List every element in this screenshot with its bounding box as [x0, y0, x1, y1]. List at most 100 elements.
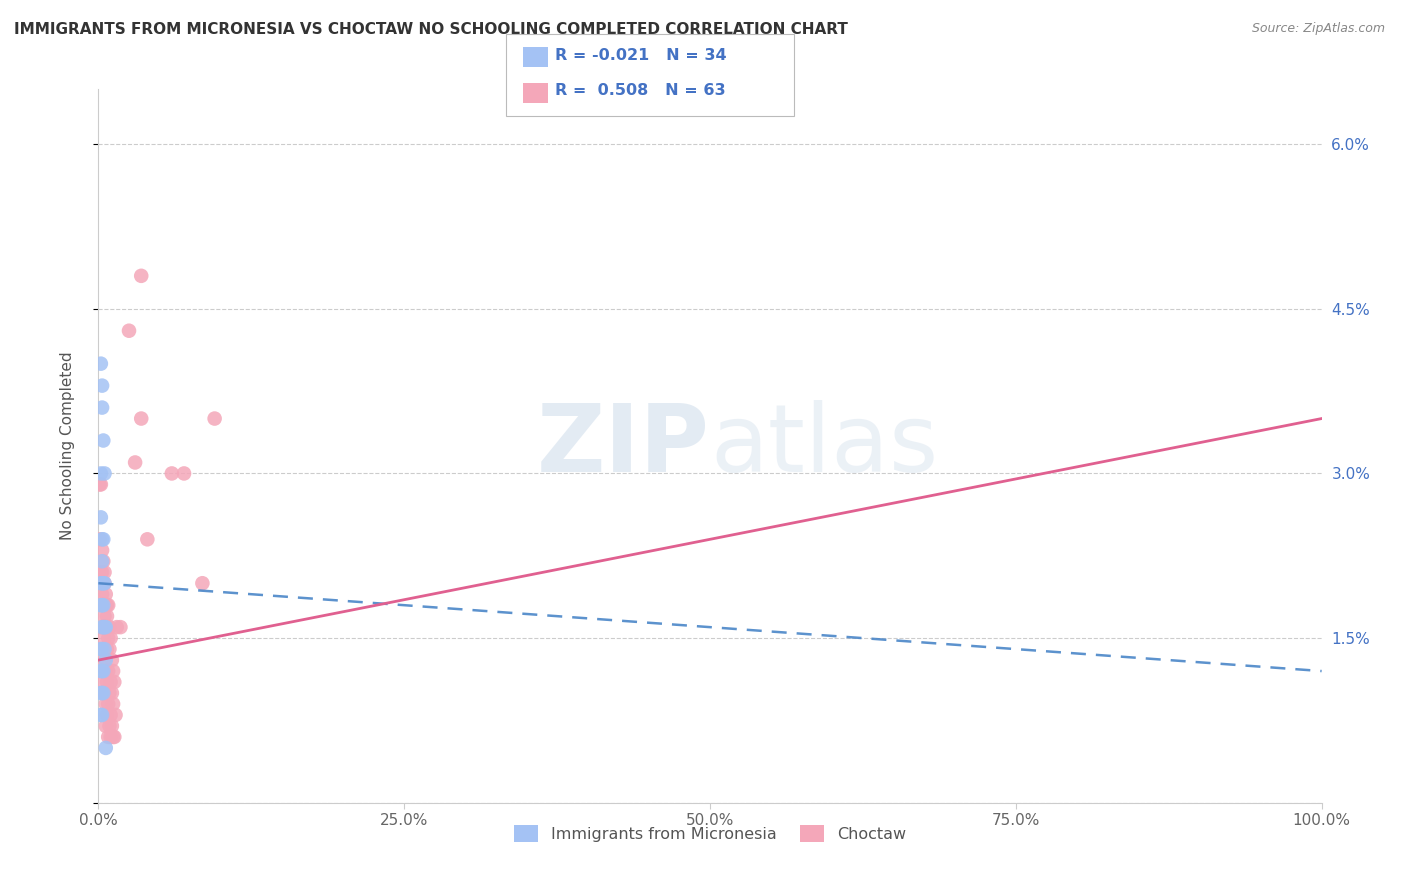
Point	[91, 598, 114, 612]
Point	[91, 642, 114, 657]
Point	[94, 587, 117, 601]
Point	[93, 576, 115, 591]
Point	[91, 686, 114, 700]
Point	[160, 467, 183, 481]
Point	[91, 598, 114, 612]
Point	[90, 357, 112, 371]
Point	[91, 587, 114, 601]
Point	[93, 467, 115, 481]
Point	[91, 533, 114, 547]
Point	[101, 686, 124, 700]
Point	[91, 675, 114, 690]
Point	[94, 620, 117, 634]
Point	[91, 378, 114, 392]
Point	[103, 730, 125, 744]
Point	[100, 675, 122, 690]
Point	[101, 730, 124, 744]
Point	[91, 620, 114, 634]
Point	[91, 631, 114, 645]
Point	[96, 708, 118, 723]
Point	[129, 268, 152, 283]
Point	[91, 664, 114, 678]
Point	[90, 598, 112, 612]
Point	[173, 467, 195, 481]
Point	[96, 598, 118, 612]
Point	[91, 533, 114, 547]
Point	[136, 533, 159, 547]
Legend: Immigrants from Micronesia, Choctaw: Immigrants from Micronesia, Choctaw	[508, 819, 912, 848]
Point	[97, 598, 120, 612]
Point	[94, 697, 117, 711]
Point	[91, 686, 114, 700]
Point	[93, 566, 115, 580]
Point	[89, 477, 111, 491]
Point	[100, 730, 122, 744]
Text: Source: ZipAtlas.com: Source: ZipAtlas.com	[1251, 22, 1385, 36]
Point	[93, 620, 115, 634]
Point	[97, 730, 120, 744]
Point	[90, 708, 112, 723]
Point	[91, 566, 114, 580]
Point	[90, 642, 112, 657]
Point	[91, 664, 114, 678]
Point	[90, 576, 112, 591]
Point	[101, 664, 124, 678]
Point	[93, 642, 115, 657]
Point	[101, 719, 124, 733]
Point	[204, 411, 226, 425]
Point	[97, 697, 120, 711]
Point	[93, 686, 115, 700]
Point	[104, 708, 127, 723]
Point	[124, 455, 146, 469]
Point	[91, 576, 114, 591]
Point	[105, 620, 128, 634]
Point	[98, 686, 121, 700]
Point	[129, 411, 152, 425]
Text: IMMIGRANTS FROM MICRONESIA VS CHOCTAW NO SCHOOLING COMPLETED CORRELATION CHART: IMMIGRANTS FROM MICRONESIA VS CHOCTAW NO…	[14, 22, 848, 37]
Point	[100, 708, 122, 723]
Point	[96, 642, 118, 657]
Point	[94, 719, 117, 733]
Point	[96, 675, 118, 690]
Point	[118, 324, 141, 338]
Point	[91, 554, 114, 568]
Point	[91, 543, 114, 558]
Point	[90, 576, 112, 591]
Point	[91, 598, 114, 612]
Point	[90, 664, 112, 678]
Point	[100, 631, 122, 645]
Point	[90, 467, 112, 481]
Point	[90, 510, 112, 524]
Point	[91, 576, 114, 591]
Point	[90, 477, 112, 491]
Point	[89, 533, 111, 547]
Point	[98, 642, 121, 657]
Point	[97, 664, 120, 678]
Point	[96, 609, 118, 624]
Text: R =  0.508   N = 63: R = 0.508 N = 63	[555, 83, 725, 98]
Point	[91, 434, 114, 448]
Point	[98, 620, 121, 634]
Point	[191, 576, 214, 591]
Point	[98, 719, 121, 733]
Point	[93, 576, 115, 591]
Point	[91, 708, 114, 723]
Point	[103, 675, 125, 690]
Point	[101, 653, 124, 667]
Point	[91, 554, 114, 568]
Text: ZIP: ZIP	[537, 400, 710, 492]
Point	[101, 697, 124, 711]
Point	[93, 609, 115, 624]
Point	[90, 686, 112, 700]
Point	[90, 566, 112, 580]
Point	[93, 653, 115, 667]
Y-axis label: No Schooling Completed: No Schooling Completed	[60, 351, 75, 541]
Point	[91, 620, 114, 634]
Point	[91, 401, 114, 415]
Point	[94, 598, 117, 612]
Point	[91, 620, 114, 634]
Point	[94, 740, 117, 755]
Point	[94, 653, 117, 667]
Point	[94, 664, 117, 678]
Text: atlas: atlas	[710, 400, 938, 492]
